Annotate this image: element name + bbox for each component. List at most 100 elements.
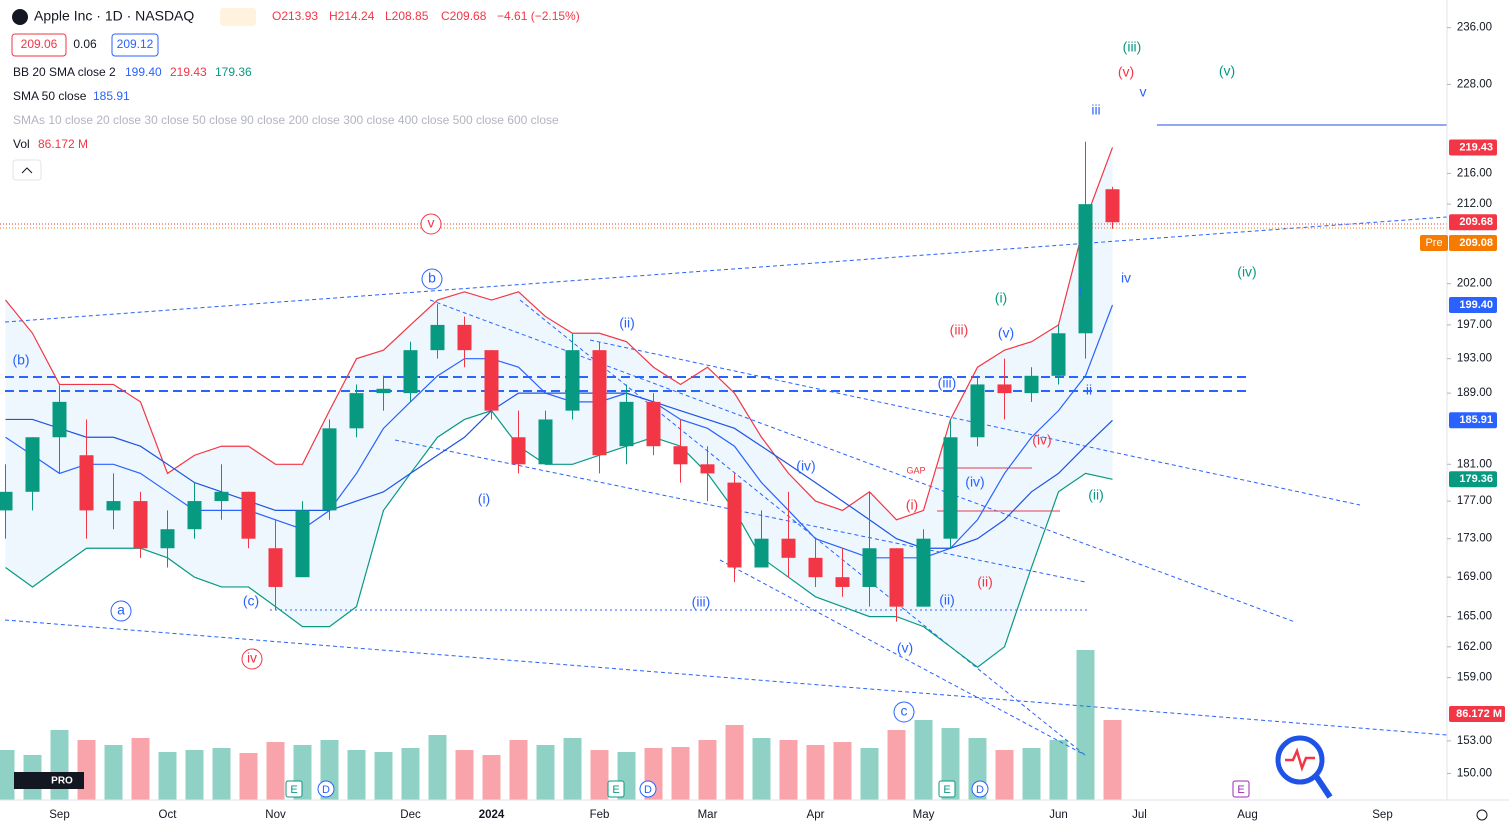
event-label: E	[612, 784, 619, 796]
buy-button[interactable]	[111, 33, 159, 57]
candle-body	[754, 538, 769, 568]
x-tick-label: Mar	[698, 809, 718, 821]
y-tick-label: 189.00	[1457, 387, 1492, 399]
event-label: D	[644, 784, 652, 796]
volume-tag	[1449, 706, 1505, 722]
event-label: E	[1237, 784, 1244, 796]
wave-label: (ii)	[1088, 487, 1104, 503]
wave-circle	[420, 213, 442, 235]
price-tag	[1449, 412, 1497, 429]
x-tick-label: Jul	[1132, 809, 1147, 821]
event-marker	[1232, 780, 1250, 798]
ohlc-change: −4.61 (−2.15%)	[497, 9, 580, 23]
candle-body	[592, 350, 607, 456]
price-tag	[1449, 139, 1497, 156]
candle-body	[403, 350, 418, 394]
x-tick-label: May	[913, 809, 935, 821]
candle-body	[1105, 189, 1120, 223]
candle-body	[862, 548, 877, 587]
volume-bar	[1103, 720, 1122, 800]
candle-body	[619, 401, 634, 447]
event-label: E	[290, 784, 297, 796]
search-logo	[1313, 774, 1333, 799]
volume-bar	[833, 742, 852, 800]
wave-circle	[421, 268, 443, 290]
wave-label: (iii)	[1123, 39, 1142, 55]
y-tick-label: 165.00	[1457, 611, 1492, 623]
spread: 0.06	[73, 37, 97, 51]
price-tag	[1449, 296, 1497, 313]
candle-body	[268, 548, 283, 587]
y-tick-label: 181.00	[1457, 458, 1492, 470]
volume-bar	[779, 740, 798, 800]
y-tick-label: 212.00	[1457, 198, 1492, 210]
wave-label: (v)	[998, 325, 1014, 341]
volume-bar	[266, 742, 285, 800]
candle-body	[160, 529, 175, 549]
y-tick-label: 202.00	[1457, 278, 1492, 290]
wave-label: (v)	[1219, 63, 1235, 79]
overlay: 150.00 153.00 159.00 162.00 165.00 169.00 173.…	[12, 22, 1505, 821]
wave-label: (iii)	[950, 322, 969, 338]
event-label: E	[943, 784, 950, 796]
volume-bar	[671, 747, 690, 800]
trendline	[719, 559, 1086, 756]
collapse-button[interactable]	[12, 159, 42, 181]
wave-label: (iv)	[965, 474, 984, 490]
y-tick-label: 169.00	[1457, 571, 1492, 583]
volume-bar	[752, 738, 771, 800]
y-tick-label: 197.00	[1457, 319, 1492, 331]
volume-label: Vol	[13, 137, 30, 151]
volume-bar	[860, 748, 879, 800]
price-tag-label: Pre	[1425, 237, 1442, 249]
candle-body	[106, 501, 121, 511]
search-logo	[1285, 747, 1315, 772]
volume-bar	[50, 730, 69, 800]
volume-bar	[77, 740, 96, 800]
wave-circle	[241, 648, 263, 670]
candle-body	[376, 388, 391, 394]
wave-label: (v)	[1118, 64, 1134, 80]
event-marker	[938, 780, 956, 798]
indicator-value: 179.36	[215, 65, 252, 79]
candle-body	[349, 393, 364, 429]
ohlc: O213.93	[272, 9, 318, 23]
plot	[0, 141, 1122, 800]
y-tick-label: 236.00	[1457, 22, 1492, 34]
candle-body	[1051, 333, 1066, 376]
price-tag-value: 185.91	[1459, 414, 1493, 426]
wave-label: a	[117, 602, 125, 618]
logo-text: PRO	[51, 776, 73, 787]
wave-label: (iv)	[1237, 264, 1256, 280]
indicator-name: SMAs 10 close 20 close 30 close 50 close…	[13, 113, 559, 127]
wave-label: v	[1140, 84, 1147, 100]
indicator-value: 199.40	[125, 65, 162, 79]
branding: PRO	[14, 735, 1488, 821]
candle-body	[835, 577, 850, 587]
candle-body	[808, 557, 823, 578]
x-tick-label: Sep	[1372, 809, 1392, 821]
candle-body	[781, 538, 796, 558]
ohlc: H214.24	[329, 9, 375, 23]
candle-body	[295, 510, 310, 578]
wave-label: iv	[1121, 270, 1131, 286]
volume-bar	[0, 750, 15, 800]
price-tag	[1420, 234, 1448, 251]
volume-bar	[995, 750, 1014, 800]
candle-body	[430, 324, 445, 351]
volume-bar	[212, 748, 231, 800]
settings-icon[interactable]	[1476, 809, 1488, 821]
volume-value: 86.172 M	[38, 137, 88, 151]
price-tag-value: 199.40	[1459, 299, 1493, 311]
candle-body	[1078, 204, 1093, 334]
candle-body	[997, 384, 1012, 394]
collapse-icon	[21, 167, 33, 174]
volume-bar	[158, 752, 177, 800]
candle-body	[52, 401, 67, 438]
y-tick-label: 162.00	[1457, 641, 1492, 653]
wave-label: v	[428, 215, 435, 231]
ohlc: C209.68	[441, 9, 487, 23]
sell-button[interactable]	[11, 33, 67, 57]
volume-bar	[563, 738, 582, 800]
volume-bar	[1022, 748, 1041, 800]
